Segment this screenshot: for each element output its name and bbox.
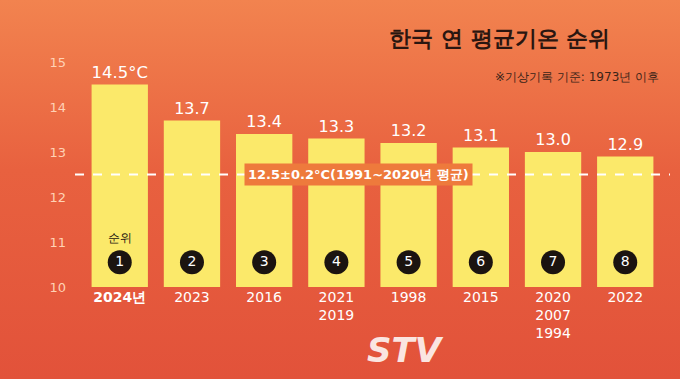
svg-text:14.5°C: 14.5°C	[92, 63, 148, 82]
svg-text:15: 15	[49, 55, 66, 70]
svg-text:13.4: 13.4	[246, 112, 282, 131]
svg-text:4: 4	[332, 253, 341, 269]
svg-text:13.0: 13.0	[535, 130, 571, 149]
svg-text:13.2: 13.2	[391, 121, 427, 140]
svg-text:12: 12	[49, 190, 66, 205]
svg-text:11: 11	[49, 235, 66, 250]
svg-text:2023: 2023	[174, 289, 210, 305]
svg-text:STV: STV	[367, 330, 444, 370]
svg-text:3: 3	[260, 253, 269, 269]
svg-text:1: 1	[115, 253, 124, 269]
svg-text:8: 8	[621, 253, 630, 269]
svg-text:20212019: 20212019	[319, 289, 355, 323]
svg-text:2022: 2022	[607, 289, 643, 305]
svg-text:12.9: 12.9	[607, 135, 643, 154]
svg-text:14: 14	[49, 100, 66, 115]
svg-text:13.7: 13.7	[174, 99, 210, 118]
svg-text:13: 13	[49, 145, 66, 160]
svg-text:2015: 2015	[463, 289, 499, 305]
svg-text:13.3: 13.3	[319, 117, 355, 136]
svg-text:2016: 2016	[246, 289, 282, 305]
svg-text:12.5±0.2°C(1991~2020년 평균): 12.5±0.2°C(1991~2020년 평균)	[248, 167, 469, 182]
svg-text:6: 6	[476, 253, 485, 269]
svg-text:한국 연 평균기온 순위: 한국 연 평균기온 순위	[389, 26, 610, 51]
svg-text:202020071994: 202020071994	[535, 289, 571, 341]
svg-text:※기상기록 기준: 1973년 이후: ※기상기록 기준: 1973년 이후	[495, 70, 659, 84]
svg-text:5: 5	[404, 253, 413, 269]
svg-text:2024년: 2024년	[93, 289, 146, 305]
svg-text:7: 7	[549, 253, 558, 269]
svg-text:13.1: 13.1	[463, 126, 499, 145]
svg-text:1998: 1998	[391, 289, 427, 305]
svg-text:10: 10	[49, 280, 66, 295]
svg-text:2: 2	[187, 253, 196, 269]
svg-text:순위: 순위	[108, 231, 132, 245]
